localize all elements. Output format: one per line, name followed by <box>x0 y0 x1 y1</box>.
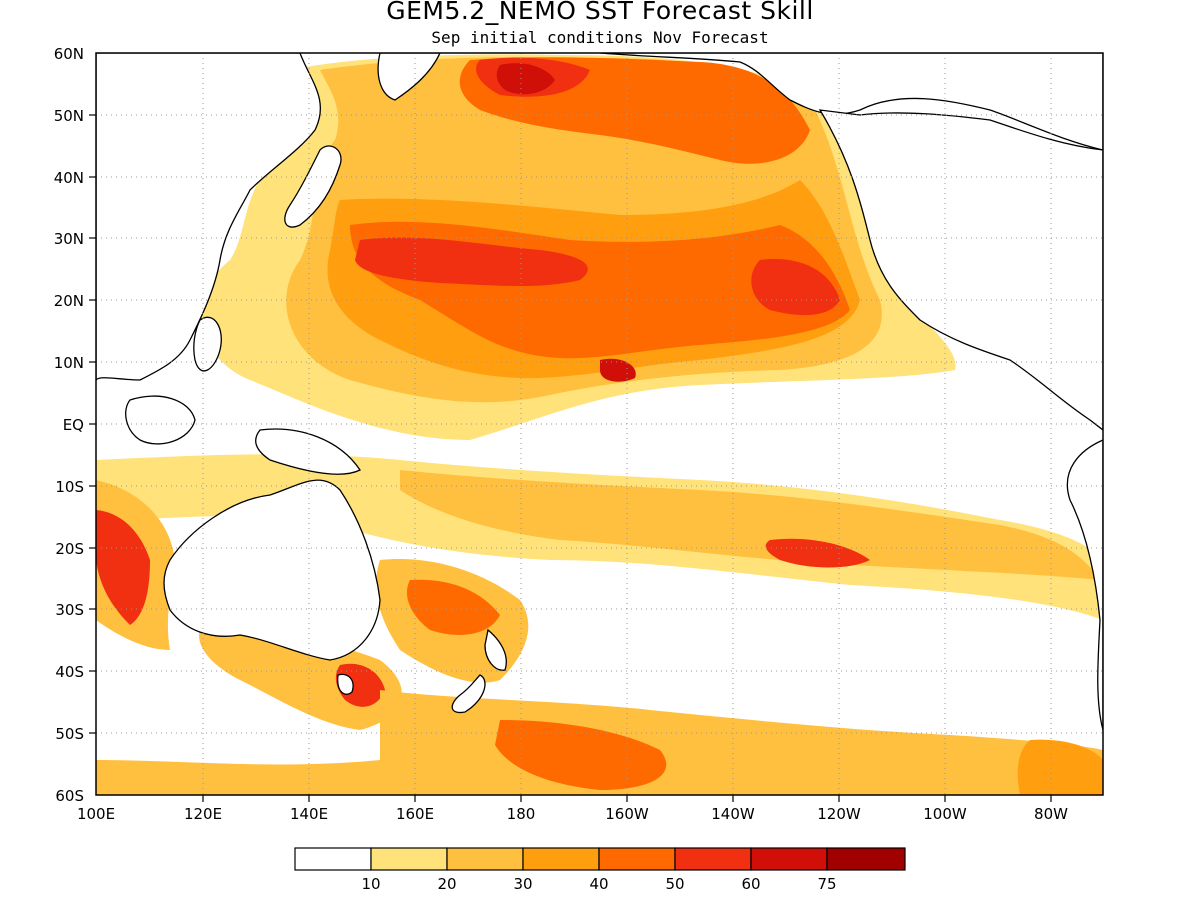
coastline-philippines <box>193 316 222 372</box>
skill-region-tasman-sea-40 <box>406 579 500 635</box>
lon-tick-label: 100W <box>923 805 967 823</box>
colorbar-label: 75 <box>817 875 836 893</box>
lon-tick-label: 120E <box>184 805 222 823</box>
lat-tick-label: 10S <box>55 478 84 496</box>
skill-region-central-pacific-60 <box>600 358 636 382</box>
lat-tick-label: 20N <box>54 292 84 310</box>
colorbar-box <box>446 847 524 871</box>
coastline-new-zealand-north <box>484 628 507 671</box>
lat-tick-label: 40S <box>55 663 84 681</box>
lat-tick-label: 20S <box>55 540 84 558</box>
coastline-kamchatka <box>377 53 441 101</box>
coastline-australia <box>163 479 381 661</box>
lat-tick-label: 50N <box>54 107 84 125</box>
lon-tick-label: 100E <box>77 805 115 823</box>
gridlines <box>96 53 1103 795</box>
colorbar-box <box>294 847 372 871</box>
chart-subtitle: Sep initial conditions Nov Forecast <box>431 28 769 47</box>
tick-marks <box>89 114 1052 802</box>
coastline-borneo <box>125 395 196 445</box>
skill-region-north-pacific-60 <box>496 63 555 95</box>
lat-tick-label: 30N <box>54 230 84 248</box>
skill-region-south-equatorial-band-20 <box>400 470 1100 580</box>
colorbar-label: 40 <box>589 875 608 893</box>
colorbar-label: 20 <box>437 875 456 893</box>
skill-region-indian-ocean-west-aus-50 <box>96 510 150 625</box>
lon-tick-label: 140W <box>711 805 755 823</box>
coastline-north-america <box>818 109 1103 431</box>
colorbar-box <box>598 847 676 871</box>
skill-region-north-pacific-50 <box>355 237 588 287</box>
lon-tick-label: 140E <box>290 805 328 823</box>
coastline-new-zealand-south <box>451 674 486 714</box>
colorbar-label: 50 <box>665 875 684 893</box>
lat-tick-label: 60S <box>55 787 84 805</box>
colorbar-box <box>674 847 752 871</box>
skill-region-southern-ocean-40 <box>495 720 667 790</box>
lat-tick-label: 30S <box>55 601 84 619</box>
lon-tick-label: 160W <box>605 805 649 823</box>
lat-tick-label: 40N <box>54 169 84 187</box>
lon-tick-label: 180 <box>507 805 536 823</box>
coastline-south-america <box>1066 439 1103 731</box>
skill-region-northeast-pacific-50 <box>751 259 840 316</box>
lat-tick-label: 50S <box>55 725 84 743</box>
colorbar-box <box>522 847 600 871</box>
lat-tick-label: EQ <box>63 416 84 434</box>
skill-region-southeast-corner <box>1017 739 1103 795</box>
skill-region-southeast-pacific-40 <box>765 538 870 568</box>
colorbar-box <box>826 847 906 871</box>
coastline-new-guinea <box>255 428 361 475</box>
chart-title: GEM5.2_NEMO SST Forecast Skill <box>386 0 814 25</box>
coastline-east-asia <box>96 53 321 382</box>
lat-tick-label: 60N <box>54 45 84 63</box>
lon-tick-label: 120W <box>817 805 861 823</box>
coastline-japan <box>284 145 342 228</box>
colorbar-label: 60 <box>741 875 760 893</box>
lat-tick-label: 10N <box>54 354 84 372</box>
lon-tick-label: 160E <box>396 805 434 823</box>
coastlines <box>96 53 1103 731</box>
skill-region-south-aus <box>199 630 402 730</box>
colorbar-box <box>370 847 448 871</box>
colorbar-box <box>750 847 828 871</box>
colorbar: 10 20 30 40 50 60 75 <box>294 847 906 893</box>
skill-region-tasmania-50 <box>335 663 385 707</box>
coastline-tasmania <box>337 673 354 695</box>
colorbar-label: 10 <box>361 875 380 893</box>
lon-tick-label: 80W <box>1034 805 1068 823</box>
colorbar-label: 30 <box>513 875 532 893</box>
